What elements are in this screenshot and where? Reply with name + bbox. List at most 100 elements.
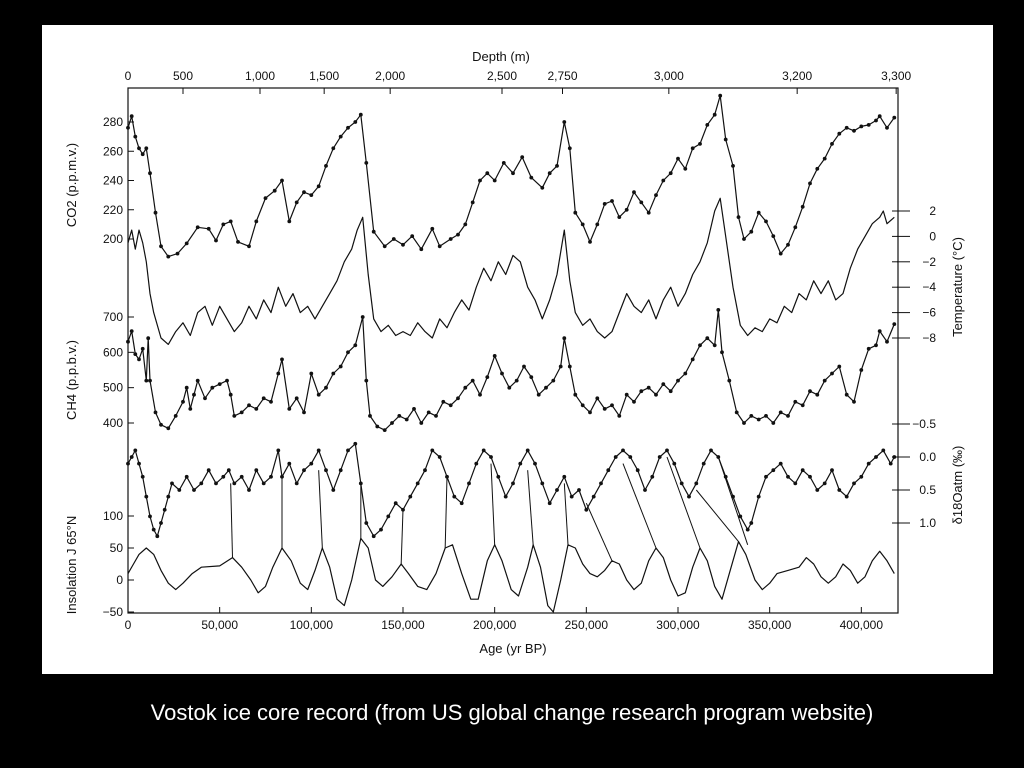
ch4-data-point	[173, 414, 178, 418]
d18o-data-point	[511, 481, 515, 486]
alignment-line	[444, 476, 448, 549]
d18o-data-point	[643, 488, 647, 492]
co2-data-point	[501, 161, 506, 165]
ch4-data-point	[192, 392, 196, 397]
temperature-tick-label: −8	[922, 331, 936, 345]
d18o-data-point	[881, 448, 886, 453]
alignment-line	[230, 483, 233, 558]
ch4-data-point	[646, 385, 651, 390]
ch4-data-point	[778, 410, 783, 415]
co2-tick-label: 280	[103, 115, 123, 129]
co2-data-point	[580, 222, 585, 227]
ch4-data-point	[346, 350, 350, 355]
co2-data-point	[353, 120, 358, 124]
d18o-data-point	[793, 481, 798, 486]
d18o-data-point	[771, 468, 776, 473]
alignment-line	[318, 470, 323, 549]
d18o-data-point	[379, 527, 383, 532]
plot-frame	[127, 87, 899, 614]
d18o-data-point	[358, 481, 363, 486]
co2-data-point	[892, 115, 897, 120]
d18o-data-point	[800, 468, 805, 473]
co2-data-point	[166, 254, 171, 259]
ch4-data-point	[434, 414, 438, 418]
age-tick-label: 150,000	[381, 618, 425, 632]
age-tick-label: 350,000	[748, 618, 792, 632]
d18o-data-point	[687, 494, 691, 499]
ch4-data-point	[536, 392, 541, 397]
ch4-data-point	[478, 392, 482, 397]
ch4-data-point	[764, 414, 768, 418]
age-axis-title: Age (yr BP)	[479, 641, 546, 656]
co2-data-point	[639, 200, 644, 205]
co2-data-point	[742, 237, 746, 241]
co2-data-point	[316, 184, 321, 189]
co2-data-point	[140, 152, 145, 157]
d18o-data-point	[247, 488, 251, 492]
ch4-data-point	[210, 385, 215, 390]
ch4-data-point	[544, 385, 548, 390]
ch4-data-point	[800, 403, 805, 408]
co2-tick-label: 220	[103, 203, 123, 217]
ch4-data-point	[316, 392, 321, 397]
co2-data-point	[294, 200, 299, 205]
ch4-data-point	[562, 336, 567, 341]
d18o-data-point	[569, 494, 574, 499]
d18o-data-point	[679, 481, 684, 486]
d18o-data-point	[316, 448, 321, 453]
d18o-data-point	[151, 527, 156, 532]
ch4-data-point	[771, 421, 776, 425]
ch4-data-point	[514, 378, 519, 383]
co2-data-point	[877, 114, 882, 119]
ch4-data-point	[892, 322, 897, 326]
d18o-data-point	[756, 494, 761, 499]
insolation-axis-title: Insolation J 65°N	[64, 516, 79, 614]
insolation-series-line	[127, 537, 895, 613]
co2-data-point	[617, 215, 622, 220]
ch4-data-point	[866, 346, 871, 351]
d18o-data-point	[159, 521, 163, 525]
d18o-data-point	[786, 474, 790, 479]
d18o-data-point	[808, 474, 812, 479]
ch4-data-point	[463, 385, 468, 390]
d18o-data-point	[364, 521, 369, 525]
ch4-data-point	[874, 343, 878, 348]
co2-tick-label: 260	[103, 144, 123, 158]
depth-tick-label: 0	[125, 69, 132, 83]
ch4-data-point	[302, 410, 306, 415]
co2-data-point	[371, 229, 376, 234]
ch4-axis-title: CH4 (p.p.b.v.)	[64, 340, 79, 420]
co2-data-point	[214, 238, 218, 243]
age-tick-label: 250,000	[565, 618, 609, 632]
d18o-data-point	[126, 461, 130, 466]
co2-data-point	[419, 247, 424, 252]
co2-tick-label: 240	[103, 174, 123, 188]
d18o-data-point	[430, 448, 435, 453]
d18o-data-point	[393, 501, 398, 506]
insolation-tick-label: −50	[103, 605, 124, 619]
co2-data-point	[885, 125, 889, 130]
co2-data-point	[148, 171, 152, 176]
ch4-data-point	[294, 396, 299, 401]
co2-data-point	[562, 120, 567, 124]
d18o-data-point	[206, 468, 211, 473]
d18o-data-point	[701, 461, 706, 466]
ch4-data-point	[195, 378, 200, 383]
age-tick-label: 50,000	[201, 618, 238, 632]
insolation-tick-label: 50	[110, 541, 124, 555]
co2-data-point	[602, 202, 607, 206]
ch4-data-point	[276, 371, 281, 376]
ch4-data-point	[624, 392, 629, 397]
figure-panel: 0 50,000 100,000 150,000 200,000 250,000 300,0…	[42, 25, 993, 674]
ch4-data-point	[580, 403, 585, 408]
ch4-data-point	[500, 371, 504, 376]
d18o-data-point	[415, 481, 420, 486]
ch4-data-point	[661, 382, 666, 386]
depth-tick-label: 2,000	[375, 69, 405, 83]
co2-data-point	[153, 210, 158, 215]
co2-data-point	[391, 237, 396, 241]
ch4-data-point	[364, 378, 369, 383]
co2-data-point	[324, 164, 328, 168]
co2-data-point	[567, 146, 572, 151]
d18o-data-point	[533, 461, 537, 466]
